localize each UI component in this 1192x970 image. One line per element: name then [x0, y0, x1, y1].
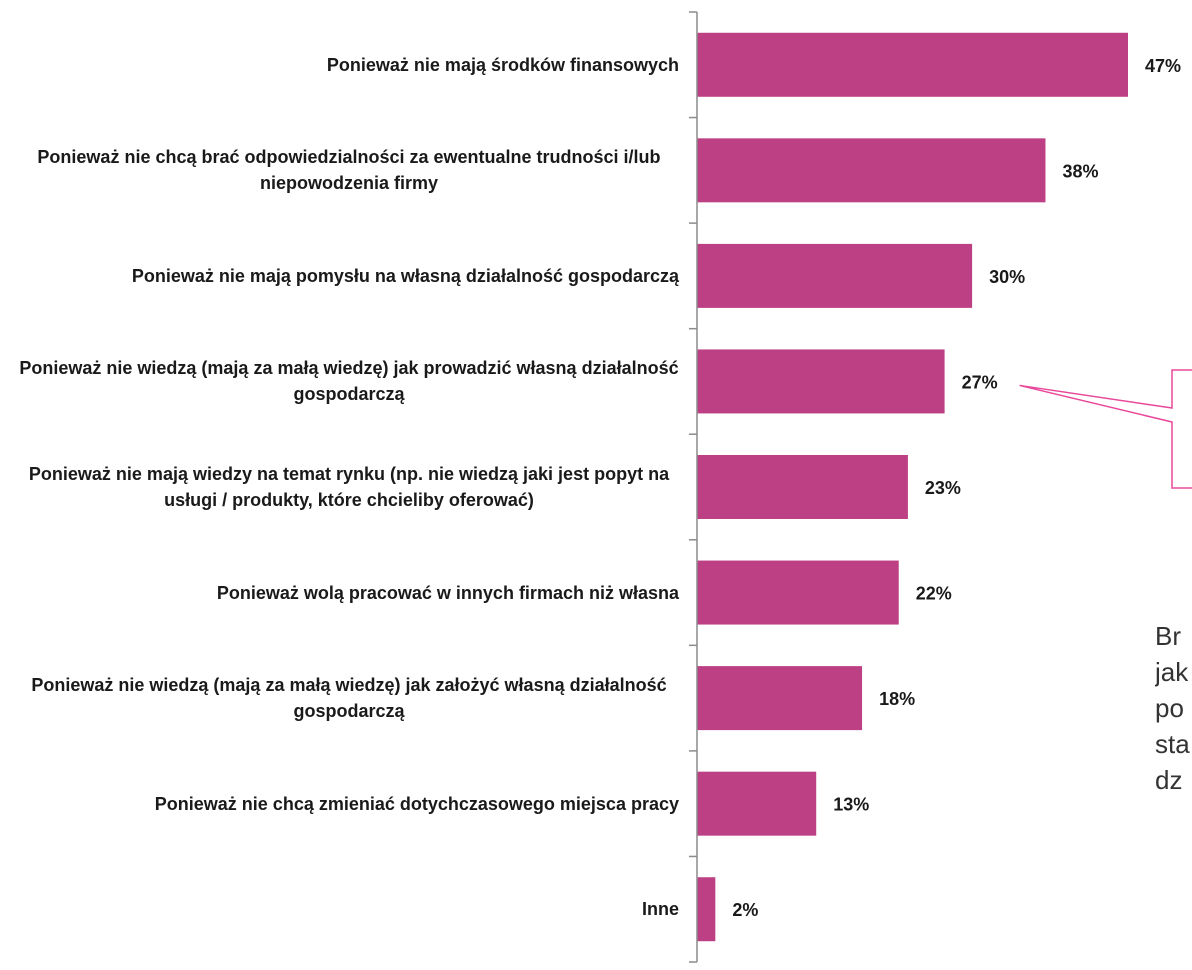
value-labels-group: 47% 38% 30% 27% 23% 22% 18% 13% 2%: [732, 56, 1181, 920]
category-label: Ponieważ nie mają środków finansowych: [326, 54, 679, 75]
value-label: 22%: [916, 584, 952, 604]
value-label: 47%: [1145, 56, 1181, 76]
bar: [697, 666, 863, 731]
value-label: 2%: [732, 900, 758, 920]
value-label: 30%: [989, 267, 1025, 287]
side-text-line: Br: [1155, 621, 1181, 651]
value-label: 13%: [833, 795, 869, 815]
bar: [697, 138, 1046, 203]
bar: [697, 455, 908, 519]
bar: [697, 771, 817, 836]
bar: [697, 32, 1128, 97]
side-text-fragment: Br jak po sta dz: [1155, 618, 1192, 798]
category-label: Ponieważ nie wiedzą (mają za małą wiedzę…: [31, 675, 667, 722]
side-text-line: jak: [1155, 657, 1189, 687]
side-text-line: sta: [1155, 729, 1190, 759]
bar: [697, 243, 973, 308]
bars-group: [697, 32, 1128, 942]
bar: [697, 349, 945, 414]
value-label: 38%: [1062, 161, 1098, 181]
bar: [697, 560, 899, 625]
bar: [697, 877, 716, 942]
side-text-line: dz: [1155, 765, 1183, 795]
category-label: Ponieważ nie mają pomysłu na własną dzia…: [131, 265, 679, 286]
category-label: Ponieważ nie chcą zmieniać dotychczasowe…: [154, 793, 679, 814]
category-label: Ponieważ wolą pracować w innych firmach …: [216, 582, 679, 603]
category-axis: [689, 11, 698, 963]
category-label: Inne: [641, 899, 679, 920]
category-label: Ponieważ nie wiedzą (mają za małą wiedzę…: [19, 358, 679, 405]
side-text-line: po: [1155, 693, 1184, 723]
category-label: Ponieważ nie mają wiedzy na temat rynku …: [28, 463, 670, 510]
callout-pointer: [1019, 369, 1192, 489]
value-label: 23%: [925, 478, 961, 498]
value-label: 27%: [962, 372, 998, 392]
callout-box: [1019, 369, 1192, 489]
value-label: 18%: [879, 689, 915, 709]
category-label: Ponieważ nie chcą brać odpowiedzialności…: [37, 147, 661, 194]
